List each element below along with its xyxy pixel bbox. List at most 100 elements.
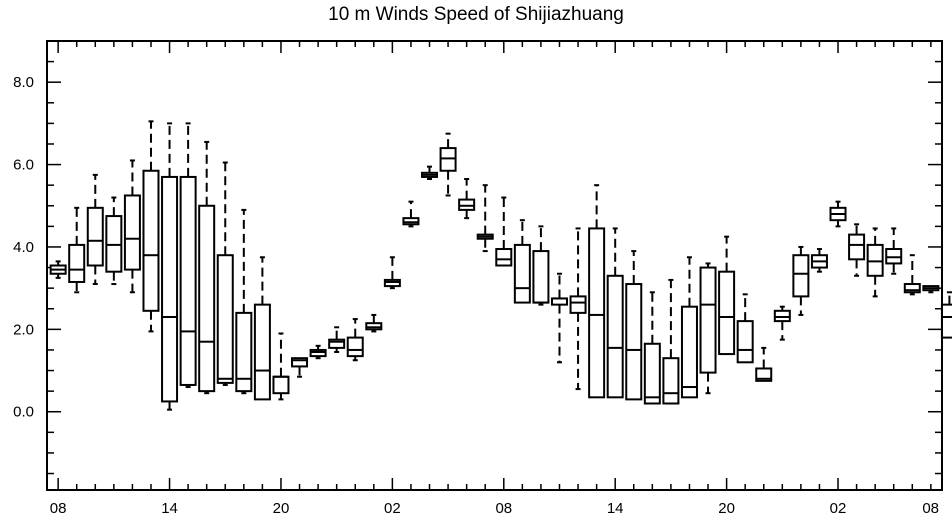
- box-body: [680, 305, 698, 399]
- box-24: [495, 196, 513, 267]
- box-22: [458, 177, 476, 220]
- box-body: [346, 336, 364, 358]
- box-12: [272, 332, 290, 401]
- box-11: [253, 256, 271, 401]
- box-19: [402, 200, 420, 228]
- x-tick-label: 08: [922, 500, 939, 517]
- box-9: [216, 161, 234, 386]
- box-body: [105, 215, 123, 273]
- box-body: [198, 204, 216, 393]
- x-tick-label: 02: [384, 500, 401, 517]
- box-35: [699, 262, 717, 395]
- box-body: [513, 243, 531, 304]
- box-23: [476, 184, 494, 253]
- box-body: [458, 198, 476, 211]
- box-32: [643, 291, 661, 405]
- box-body: [736, 320, 754, 364]
- box-45: [885, 227, 903, 275]
- box-34: [680, 256, 698, 399]
- box-body: [179, 175, 197, 386]
- box-body: [885, 248, 903, 265]
- box-42: [829, 200, 847, 228]
- box-body: [365, 322, 383, 331]
- box-body: [643, 342, 661, 405]
- box-body: [903, 283, 921, 294]
- box-29: [588, 184, 606, 399]
- box-5: [142, 120, 160, 333]
- y-tick-label: 6.0: [13, 157, 34, 174]
- box-26: [532, 225, 550, 306]
- box-16: [346, 318, 364, 362]
- box-body: [792, 254, 810, 298]
- plot-frame: [46, 40, 943, 491]
- box-47: [922, 285, 940, 294]
- chart-title: 10 m Winds Speed of Shijiazhuang: [328, 4, 624, 25]
- box-body: [848, 233, 866, 261]
- x-tick-label: 08: [495, 500, 512, 517]
- box-body: [86, 206, 104, 267]
- y-tick-label: 8.0: [13, 74, 34, 91]
- box-21: [439, 132, 457, 197]
- box-body: [755, 367, 773, 382]
- box-body: [699, 266, 717, 374]
- box-44: [866, 227, 884, 298]
- box-25: [513, 219, 531, 304]
- box-33: [662, 278, 680, 405]
- box-40: [792, 245, 810, 316]
- box-14: [309, 344, 327, 360]
- box-body: [402, 217, 420, 226]
- box-31: [625, 250, 643, 401]
- box-body: [588, 227, 606, 399]
- box-body: [532, 250, 550, 304]
- box-body: [142, 169, 160, 312]
- box-7: [179, 122, 197, 389]
- box-39: [773, 305, 791, 341]
- box-body: [291, 357, 309, 368]
- box-body: [161, 175, 179, 403]
- box-body: [309, 348, 327, 358]
- box-48: [940, 291, 952, 339]
- box-body: [662, 357, 680, 405]
- x-tick-label: 14: [161, 500, 178, 517]
- box-body: [495, 248, 513, 267]
- y-tick-label: 4.0: [13, 239, 34, 256]
- box-20: [421, 165, 439, 180]
- x-tick-label: 20: [273, 500, 290, 517]
- box-27: [550, 272, 568, 364]
- box-body: [569, 295, 587, 314]
- box-body: [272, 375, 290, 395]
- tick-labels: 0.0 2.0 4.0 6.0 8.0 08 14 20 02 08 14 20 02 08: [13, 74, 939, 517]
- boxes: [49, 120, 952, 411]
- box-46: [903, 254, 921, 296]
- box-body: [253, 303, 271, 401]
- box-body: [383, 278, 401, 288]
- x-tick-label: 20: [718, 500, 735, 517]
- box-2: [86, 173, 104, 286]
- box-30: [606, 227, 624, 399]
- box-17: [365, 313, 383, 333]
- box-body: [625, 283, 643, 401]
- box-18: [383, 256, 401, 290]
- x-tick-label: 08: [50, 500, 67, 517]
- y-tick-label: 2.0: [13, 321, 34, 338]
- box-body: [439, 147, 457, 172]
- box-body: [718, 270, 736, 356]
- box-36: [718, 235, 736, 356]
- box-body: [68, 243, 86, 283]
- y-tick-label: 0.0: [13, 404, 34, 421]
- box-6: [161, 122, 179, 411]
- box-body: [606, 274, 624, 399]
- box-body: [866, 243, 884, 277]
- box-0: [49, 260, 67, 279]
- x-tick-label: 02: [830, 500, 847, 517]
- box-body: [940, 303, 952, 339]
- box-43: [848, 223, 866, 277]
- box-1: [68, 206, 86, 294]
- box-38: [755, 346, 773, 382]
- box-13: [291, 357, 309, 378]
- box-4: [123, 159, 141, 294]
- box-3: [105, 196, 123, 286]
- box-28: [569, 227, 587, 391]
- x-tick-label: 14: [607, 500, 624, 517]
